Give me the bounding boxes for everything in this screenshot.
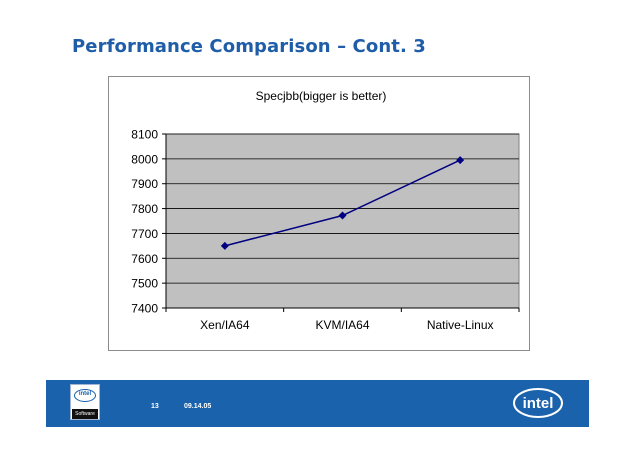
y-tick-label: 7500	[131, 277, 158, 291]
chart-title: Specjbb(bigger is better)	[256, 89, 387, 103]
data-point	[220, 241, 229, 250]
line-chart: 7400 7500 7600 7700 7800 7900 8000 8100 Xen/IA64…	[131, 89, 520, 332]
data-point	[338, 211, 347, 220]
page-number: 13	[151, 403, 159, 410]
left-logo-word: intel	[78, 391, 92, 397]
x-tick-label: KVM/IA64	[315, 318, 369, 332]
intel-software-logo-icon: intel Software	[70, 384, 100, 420]
chart-frame: 7400 7500 7600 7700 7800 7900 8000 8100 Xen/IA64…	[108, 76, 530, 351]
y-tick-label: 8100	[131, 128, 158, 142]
plot-area	[165, 133, 520, 309]
y-tick-label: 7600	[131, 252, 158, 266]
left-logo-caption: Software	[72, 409, 98, 419]
x-tick-label: Xen/IA64	[200, 318, 250, 332]
y-tick-label: 7400	[131, 302, 158, 316]
x-tick-label: Native-Linux	[427, 318, 494, 332]
intel-logo-icon: intel	[513, 388, 563, 418]
intel-logo-word: intel	[523, 395, 554, 412]
slide-title: Performance Comparison – Cont. 3	[72, 36, 426, 57]
y-tick-label: 8000	[131, 152, 158, 166]
slide-date: 09.14.05	[184, 403, 212, 410]
y-tick-label: 7800	[131, 202, 158, 216]
y-tick-label: 7700	[131, 227, 158, 241]
data-point	[456, 156, 465, 165]
footer-bar	[46, 380, 589, 427]
y-tick-label: 7900	[131, 177, 158, 191]
